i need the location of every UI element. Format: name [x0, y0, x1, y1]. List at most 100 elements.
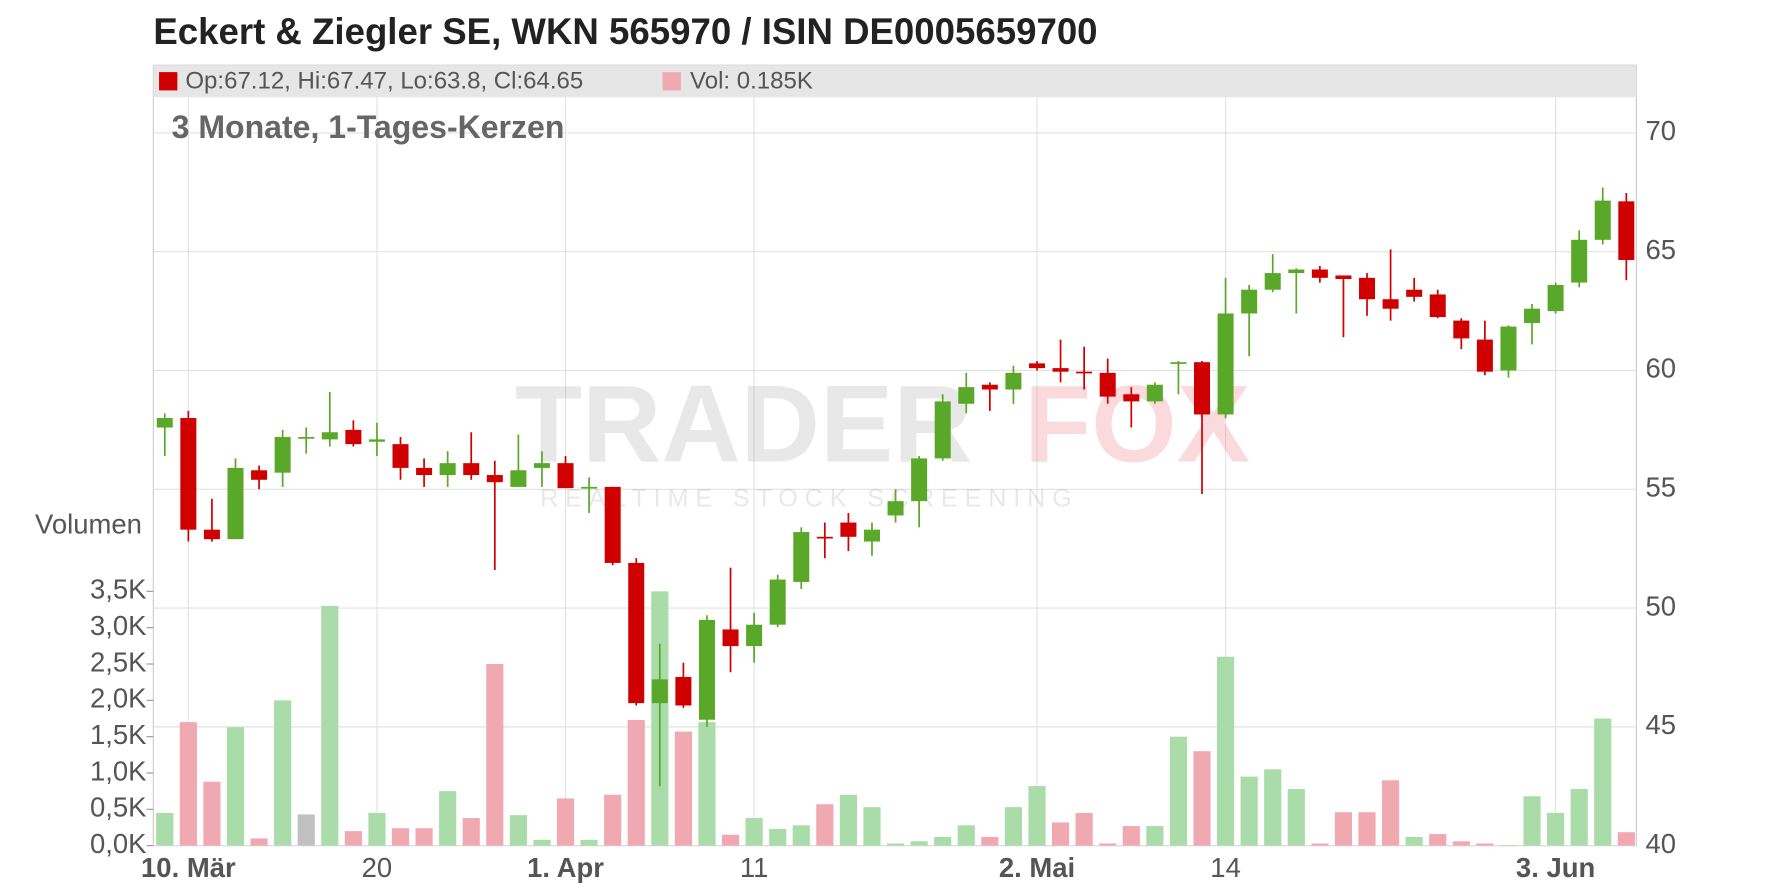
- volume-bar: [1334, 812, 1353, 846]
- volume-axis-label: Volumen: [35, 509, 142, 540]
- volume-bar: [1523, 796, 1541, 846]
- y-tick-label: 65: [1646, 234, 1677, 265]
- volume-bar: [368, 812, 386, 846]
- x-tick-label: 20: [362, 852, 393, 883]
- candle-body: [1382, 299, 1399, 309]
- candle-body: [321, 432, 338, 440]
- candle-body: [1571, 239, 1588, 283]
- ohlc-info: Op:67.12, Hi:67.47, Lo:63.8, Cl:64.65: [185, 68, 583, 95]
- candle-body: [227, 467, 244, 540]
- candle-body: [463, 463, 480, 476]
- y2-tick-label: 0,5K: [90, 792, 146, 823]
- candle-body: [675, 676, 692, 706]
- volume-bar: [1476, 843, 1494, 846]
- volume-bar: [1382, 780, 1400, 846]
- volume-bar: [1146, 826, 1164, 846]
- volume-bar: [1594, 718, 1612, 846]
- volume-bar: [179, 722, 197, 846]
- candle-body: [368, 439, 385, 442]
- candle-body: [604, 486, 621, 563]
- candle-body: [1359, 277, 1376, 300]
- volume-bar: [1240, 776, 1258, 846]
- volume-bar: [1028, 786, 1046, 846]
- x-tick-label: 10. Mär: [141, 852, 236, 883]
- volume-bar: [439, 791, 457, 846]
- volume-bar: [1570, 788, 1588, 846]
- y2-tick-label: 1,5K: [90, 719, 146, 750]
- x-tick-label: 14: [1210, 852, 1241, 883]
- y2-tick-label: 2,0K: [90, 683, 146, 714]
- y2-tick-label: 1,0K: [90, 755, 146, 786]
- volume-bar: [274, 700, 292, 846]
- y2-tick-label: 3,5K: [90, 574, 146, 605]
- candle-body: [533, 463, 550, 468]
- candle-body: [934, 401, 951, 459]
- y2-tick-label: 0,0K: [90, 828, 146, 859]
- volume-bar: [1617, 832, 1635, 846]
- candle-body: [1028, 363, 1046, 369]
- candle-body: [1146, 384, 1163, 402]
- candle-body: [486, 475, 503, 483]
- watermark: TRADER FOX REALTIME STOCK SCREENING: [515, 364, 1250, 513]
- volume-bar: [1499, 844, 1518, 846]
- volume-bar: [863, 807, 881, 846]
- volume-bar: [1051, 822, 1070, 846]
- volume-bar: [556, 798, 575, 846]
- info-bar: [153, 65, 1637, 98]
- x-tick-label: 1. Apr: [527, 852, 604, 883]
- volume-bar: [486, 664, 504, 846]
- watermark-tagline: REALTIME STOCK SCREENING: [540, 485, 1078, 513]
- y-tick-label: 45: [1646, 709, 1677, 740]
- y-tick-label: 55: [1646, 472, 1677, 503]
- candle-body: [816, 536, 833, 539]
- candle-body: [1241, 289, 1258, 314]
- volume-bar: [391, 828, 410, 846]
- candle-body: [1500, 326, 1517, 371]
- candle-body: [180, 418, 197, 530]
- candle-body: [203, 529, 220, 540]
- candle-body: [1005, 372, 1022, 390]
- candle-body: [581, 486, 598, 489]
- volume-bar: [981, 836, 999, 846]
- watermark-brand2: FOX: [1024, 364, 1250, 486]
- volume-bar: [910, 841, 928, 846]
- volume-bar: [415, 828, 433, 846]
- volume-bar: [604, 794, 622, 846]
- volume-bar: [1169, 736, 1188, 846]
- candle-body: [1547, 284, 1564, 312]
- x-tick-label: 11: [740, 852, 769, 883]
- candle-body: [863, 529, 880, 542]
- y-tick-label: 60: [1646, 353, 1677, 384]
- candle-body: [1524, 308, 1541, 323]
- volume-bar: [1264, 769, 1282, 846]
- grid: [153, 97, 1637, 847]
- volume-bar: [1122, 826, 1140, 846]
- candle-body: [274, 437, 291, 473]
- volume-bar: [509, 815, 527, 846]
- volume-bar: [1004, 807, 1023, 846]
- volume-bar: [1547, 812, 1565, 846]
- volume-bar: [816, 804, 834, 846]
- volume-bar: [1075, 812, 1093, 846]
- candle-body: [1217, 313, 1234, 415]
- y2-tick-label: 3,0K: [90, 610, 146, 641]
- candle-body: [1618, 201, 1635, 261]
- candle-body: [251, 470, 268, 480]
- candle-body: [911, 458, 928, 502]
- candle-body: [793, 532, 810, 582]
- volume-bar: [1405, 836, 1423, 846]
- ohlc-swatch: [159, 72, 178, 91]
- y2-tick-label: 2,5K: [90, 646, 146, 677]
- candle-body: [981, 384, 998, 390]
- candle-body: [1429, 294, 1446, 318]
- volume-bar: [792, 825, 810, 846]
- volume-bar: [226, 727, 245, 846]
- candle-body: [1288, 269, 1305, 274]
- candle-body: [1335, 275, 1352, 280]
- candle-body: [557, 463, 574, 489]
- volume-bar: [156, 812, 174, 846]
- volume-bar: [957, 825, 975, 846]
- candle-body: [1264, 273, 1281, 290]
- candle-body: [392, 444, 409, 468]
- watermark-brand: TRADER: [515, 364, 973, 486]
